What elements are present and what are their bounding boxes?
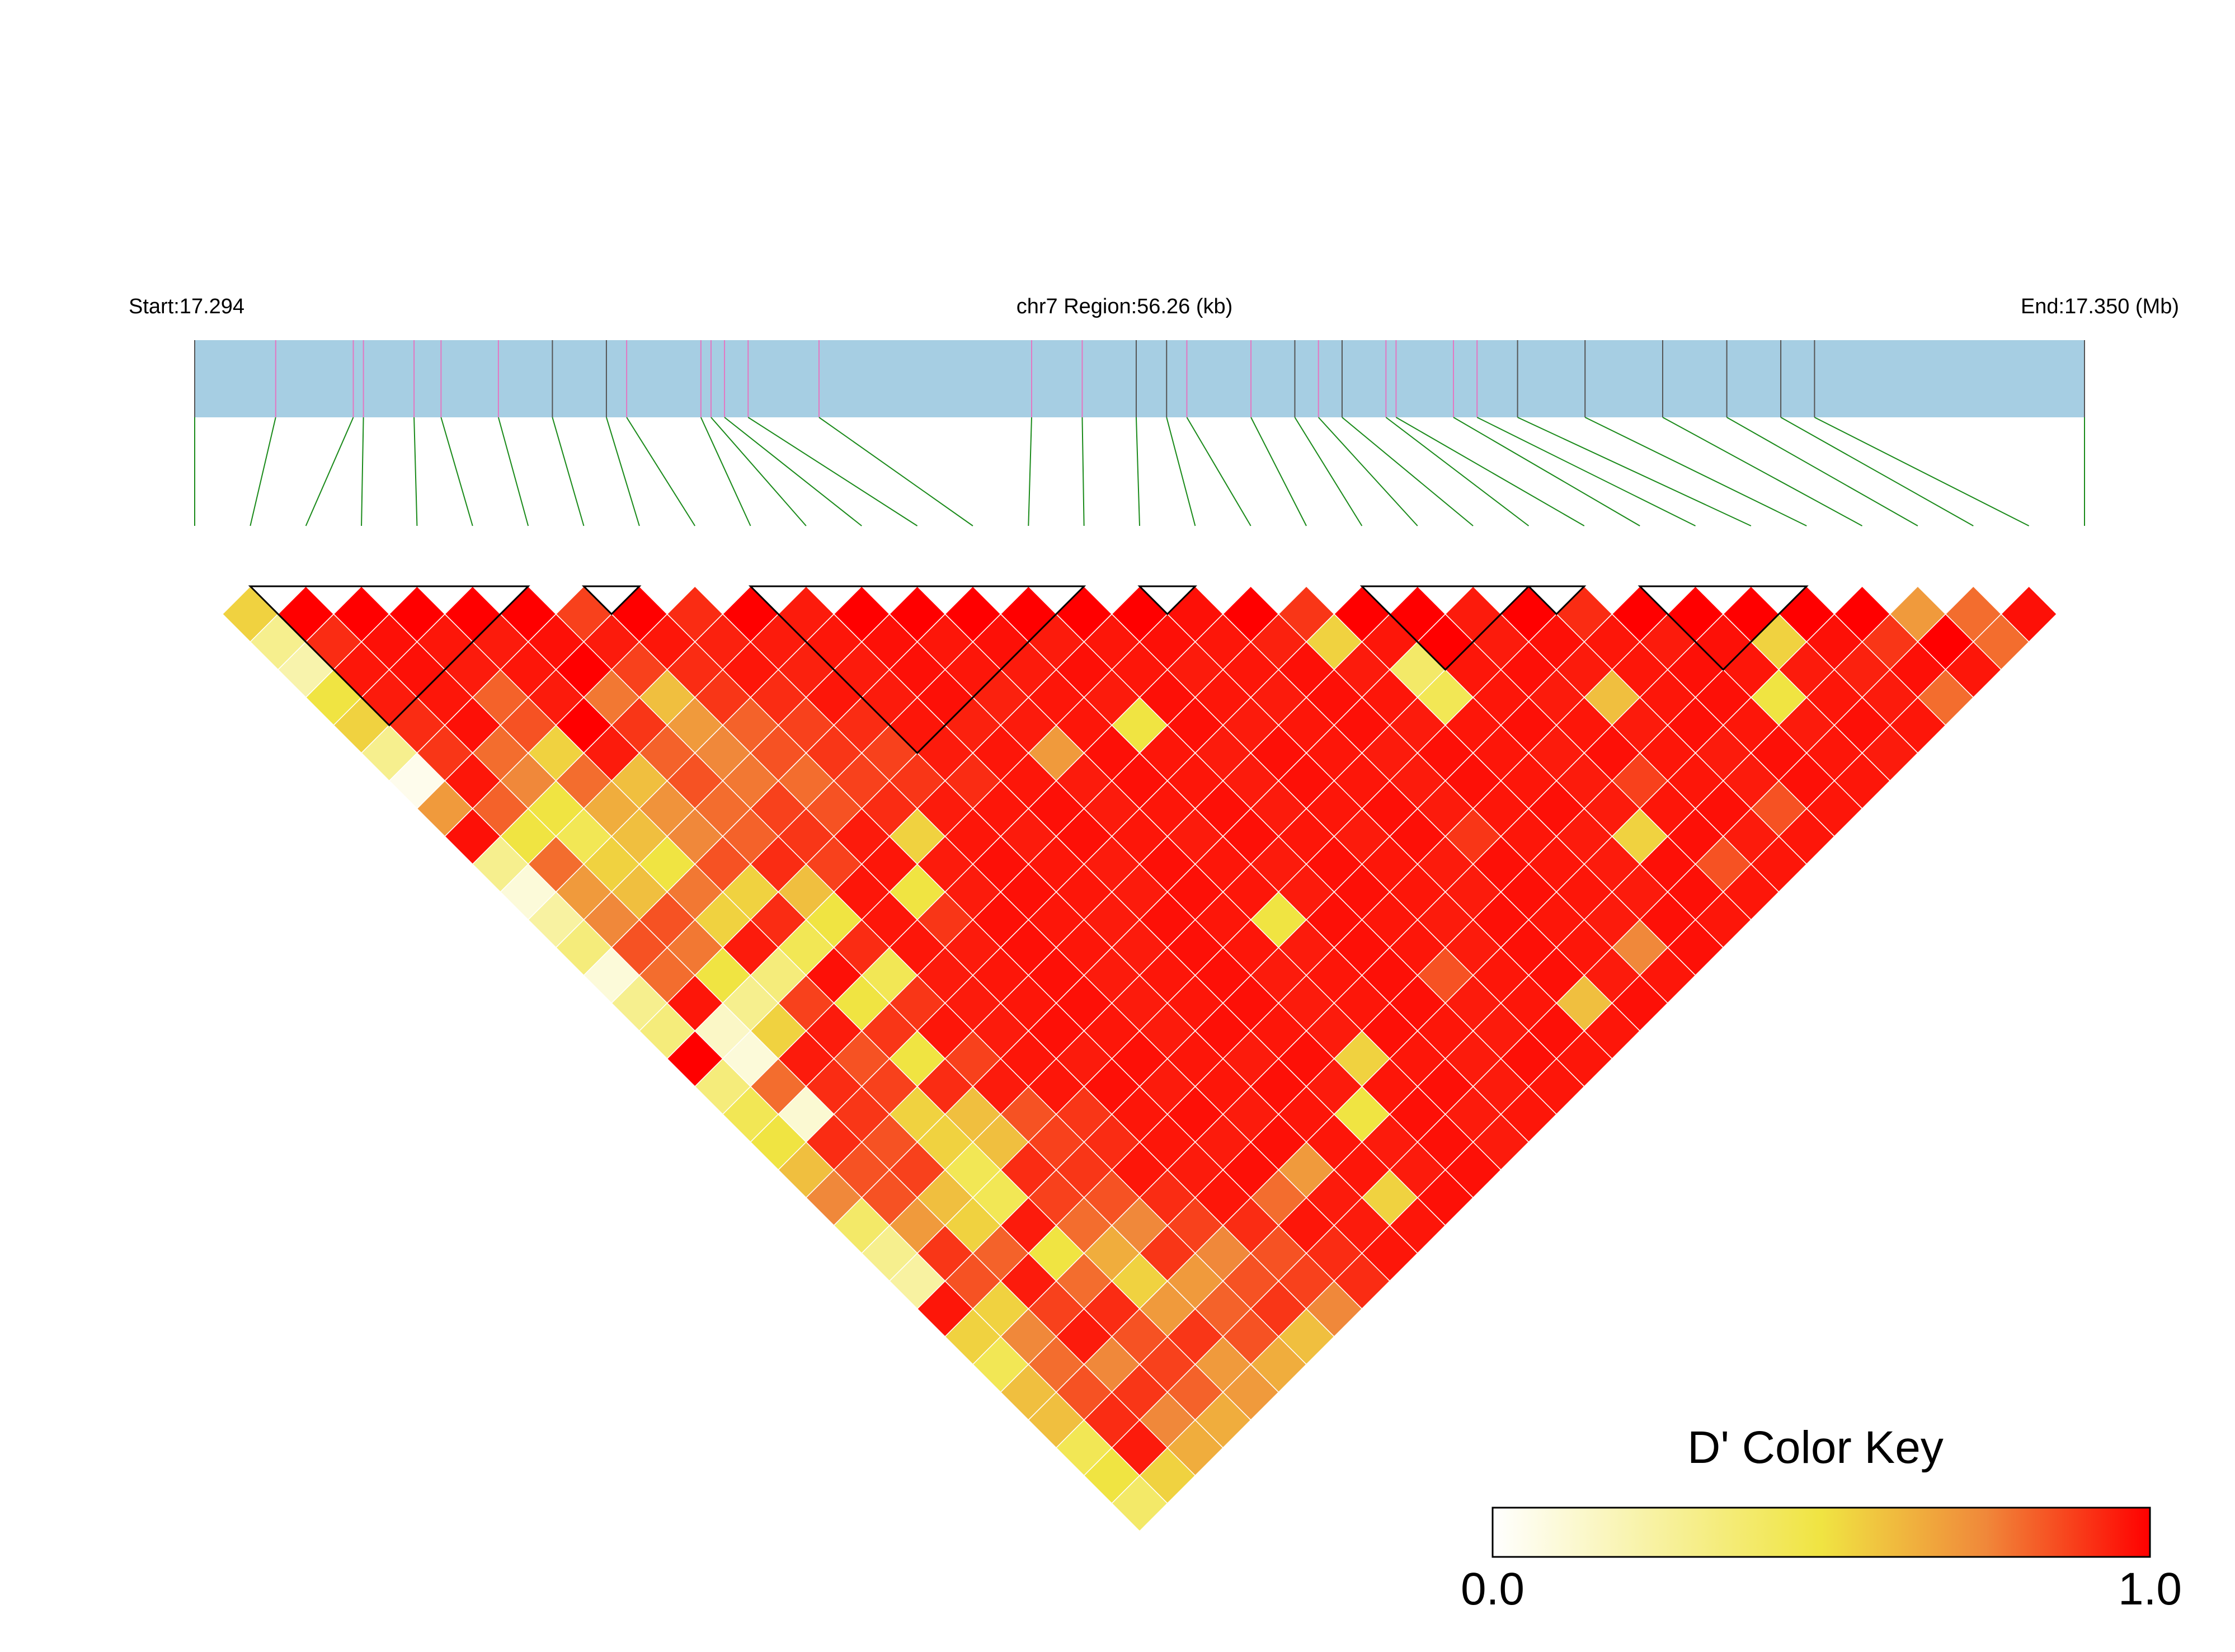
snp-connector xyxy=(605,417,640,526)
snp-connector xyxy=(1028,417,1032,526)
ld-cell xyxy=(1111,1475,1168,1532)
start-label: Start:17.294 xyxy=(129,295,244,318)
snp-connector xyxy=(711,417,807,526)
legend-min-label: 0.0 xyxy=(1461,1564,1524,1615)
ld-block-outline xyxy=(1359,585,1531,671)
region-track xyxy=(195,340,2085,417)
snp-connector xyxy=(1476,417,1696,526)
ld-block-outlines xyxy=(248,585,1809,755)
ld-cells xyxy=(222,585,2058,1532)
snp-connector xyxy=(1318,417,1418,526)
snp-connector xyxy=(1453,417,1640,526)
snp-connector xyxy=(700,417,751,526)
snp-connector xyxy=(497,417,529,526)
snp-connector xyxy=(440,417,473,526)
snp-tick-marks xyxy=(194,340,2085,417)
snp-connector xyxy=(361,417,364,526)
snp-connector xyxy=(1166,417,1196,526)
snp-connector xyxy=(1294,417,1363,526)
snp-connector xyxy=(1517,417,1752,526)
legend-max-label: 1.0 xyxy=(2118,1564,2182,1615)
snp-connector xyxy=(1780,417,1974,526)
snp-connector xyxy=(626,417,696,526)
region-label: chr7 Region:56.26 (kb) xyxy=(1017,295,1233,318)
snp-connector xyxy=(1250,417,1307,526)
snp-connector xyxy=(1814,417,2030,526)
ld-block-outline xyxy=(248,585,530,727)
color-key-bar xyxy=(1491,1507,2151,1558)
snp-connector xyxy=(250,417,276,526)
snp-connector xyxy=(1662,417,1863,526)
legend-title: D' Color Key xyxy=(1687,1422,1944,1473)
snp-connector xyxy=(1186,417,1251,526)
snp-connector xyxy=(1584,417,1807,526)
snp-connector xyxy=(724,417,862,526)
snp-connector xyxy=(1135,417,1140,526)
snp-connector-lines xyxy=(194,417,2085,526)
snp-connector xyxy=(1385,417,1530,526)
ld-block-outline xyxy=(581,585,642,615)
snp-connector xyxy=(1081,417,1085,526)
snp-connector xyxy=(1395,417,1585,526)
snp-connector xyxy=(413,417,418,526)
snp-connector xyxy=(1342,417,1474,526)
snp-connector xyxy=(552,417,585,526)
ld-block-outline xyxy=(1638,585,1809,671)
snp-connector xyxy=(818,417,973,526)
ld-block-outline xyxy=(1526,585,1587,615)
snp-connector xyxy=(305,417,354,526)
ld-block-outline xyxy=(748,585,1086,755)
end-label: End:17.350 (Mb) xyxy=(2021,295,2179,318)
ld-block-outline xyxy=(1137,585,1197,615)
snp-connector xyxy=(1726,417,1918,526)
snp-connector xyxy=(747,417,918,526)
